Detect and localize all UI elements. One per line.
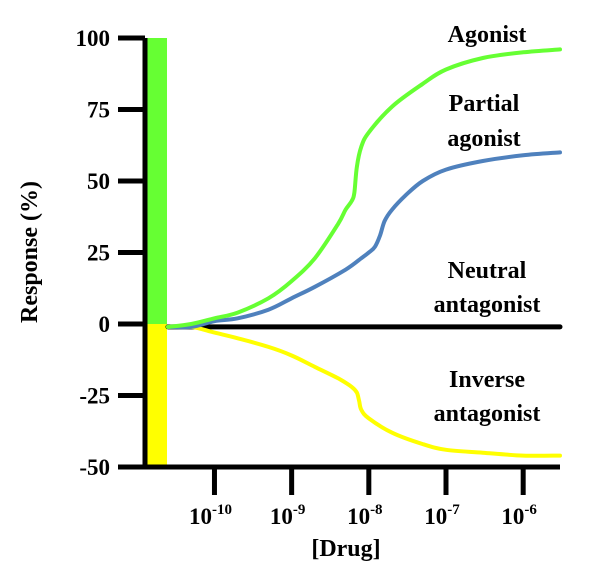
series-label-partial-agonist: Partial — [449, 91, 520, 117]
y-tick-label: 100 — [76, 26, 111, 51]
series-label-agonist: Agonist — [448, 22, 527, 48]
band-negative — [147, 324, 167, 467]
y-tick-label: 75 — [87, 98, 110, 123]
series-label-inverse-antagonist: Inverse — [449, 367, 525, 393]
y-tick-label: 50 — [87, 169, 110, 194]
x-tick-label: 10-7 — [424, 502, 460, 529]
x-tick-label: 10-8 — [347, 502, 383, 529]
x-tick-label: 10-9 — [270, 502, 306, 529]
band-positive — [147, 38, 167, 324]
series-label-neutral-antagonist: Neutral — [448, 258, 527, 284]
series-label-inverse-antagonist: antagonist — [434, 401, 541, 427]
y-axis-title: Response (%) — [17, 181, 43, 323]
x-tick-label: 10-10 — [189, 502, 232, 529]
series-label-partial-agonist: agonist — [447, 126, 520, 152]
response-bands — [147, 38, 167, 467]
y-tick-label: -25 — [79, 384, 110, 409]
x-axis-title: [Drug] — [311, 536, 380, 562]
series-label-neutral-antagonist: antagonist — [434, 292, 541, 318]
y-tick-label: 25 — [87, 241, 110, 266]
y-tick-label: -50 — [79, 455, 110, 480]
x-tick-label: 10-6 — [501, 502, 537, 529]
y-tick-label: 0 — [99, 312, 111, 337]
